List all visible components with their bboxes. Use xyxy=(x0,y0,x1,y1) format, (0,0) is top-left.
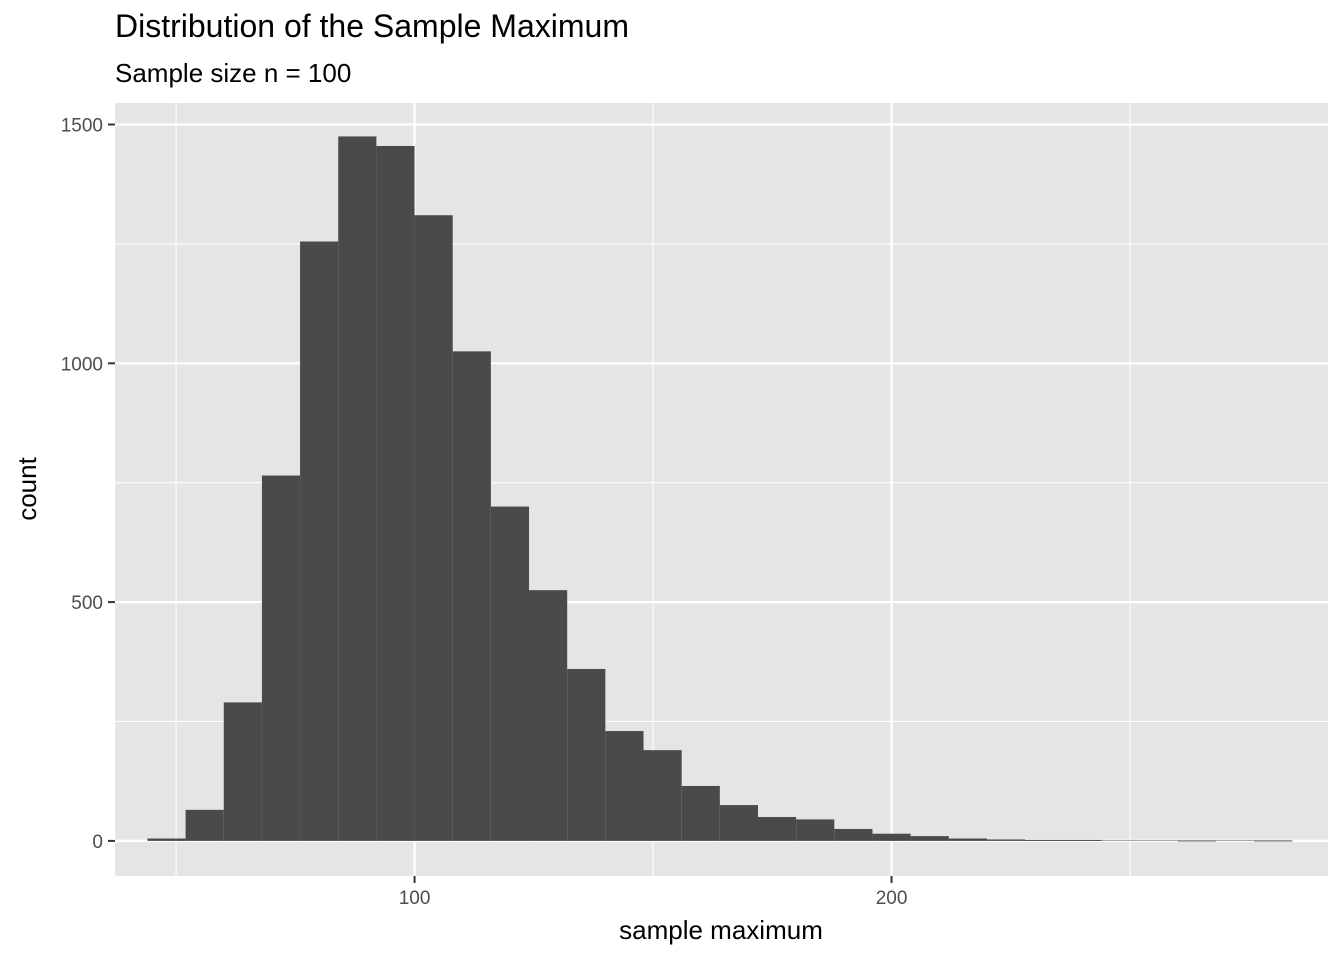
histogram-bar xyxy=(834,828,873,841)
histogram-bar xyxy=(872,833,911,841)
histogram-bar xyxy=(1101,840,1140,841)
y-tick-label: 500 xyxy=(71,593,103,614)
axis-ticks xyxy=(108,123,893,883)
chart-title: Distribution of the Sample Maximum xyxy=(115,8,629,44)
histogram-bar xyxy=(757,817,797,841)
histogram-bar xyxy=(338,136,377,841)
histogram-bar xyxy=(948,838,987,841)
histogram-bar xyxy=(147,838,186,841)
histogram-bar xyxy=(1063,839,1102,841)
histogram-bar xyxy=(452,351,491,841)
histogram-bar xyxy=(643,750,682,841)
tick-labels: 0 500 1000 1500 100 200 xyxy=(61,115,908,909)
histogram-bar xyxy=(490,506,530,841)
histogram-bar xyxy=(223,702,262,841)
histogram-bars xyxy=(147,136,1293,842)
histogram-bar xyxy=(261,475,301,841)
histogram-bar xyxy=(1025,839,1064,841)
y-tick-label: 0 xyxy=(92,832,103,853)
histogram-bar xyxy=(1139,840,1178,841)
histogram-bar xyxy=(185,809,224,841)
histogram-bar xyxy=(300,241,339,841)
histogram-bar xyxy=(529,590,568,841)
chart-subtitle: Sample size n = 100 xyxy=(115,58,352,88)
histogram-bar xyxy=(567,668,606,841)
histogram-bar xyxy=(1177,840,1216,842)
x-tick-label: 200 xyxy=(876,888,908,909)
histogram-bar xyxy=(414,215,453,841)
histogram-bar xyxy=(376,145,415,841)
histogram-bar xyxy=(605,731,644,841)
histogram-bar xyxy=(1254,840,1293,842)
y-tick-label: 1500 xyxy=(61,115,103,136)
histogram-bar xyxy=(719,805,758,841)
x-axis-title: sample maximum xyxy=(619,915,823,945)
histogram-bar xyxy=(910,836,949,841)
y-tick-label: 1000 xyxy=(61,354,103,375)
histogram-bar xyxy=(1215,840,1255,841)
x-tick-label: 100 xyxy=(399,888,431,909)
histogram-bar xyxy=(986,839,1026,841)
histogram-bar xyxy=(681,785,720,841)
histogram-bar xyxy=(796,819,835,841)
y-axis-title: count xyxy=(12,456,42,520)
